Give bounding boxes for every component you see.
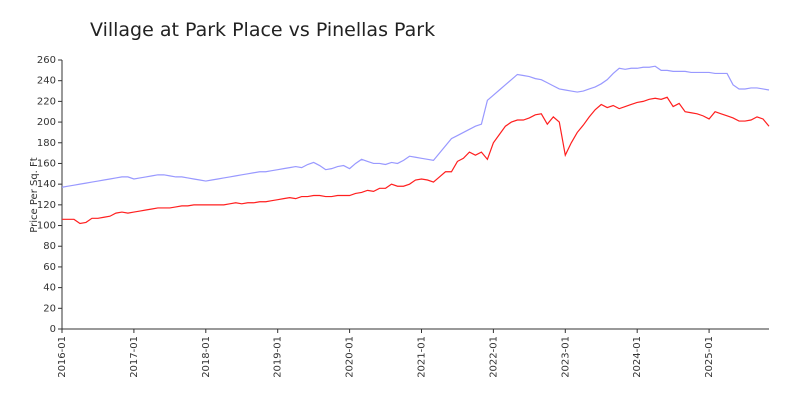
x-tick-label: 2025-01	[704, 336, 715, 378]
chart-title: Village at Park Place vs Pinellas Park	[90, 19, 435, 41]
y-axis-label: Price Per Sq. Ft	[29, 157, 40, 232]
series-line	[61, 65, 770, 188]
y-tick-label: 80	[43, 241, 56, 252]
x-tick-label: 2018-01	[201, 336, 212, 378]
x-tick-label: 2023-01	[560, 336, 571, 378]
x-tick-label: 2024-01	[632, 336, 643, 378]
y-tick-label: 200	[37, 117, 56, 128]
y-tick-label: 220	[37, 96, 56, 107]
y-tick-label: 120	[37, 200, 56, 211]
y-tick-label: 20	[43, 303, 56, 314]
x-tick-label: 2016-01	[57, 336, 68, 378]
y-tick-label: 60	[43, 262, 56, 273]
y-tick-label: 260	[37, 55, 56, 66]
series-line	[62, 96, 770, 225]
x-tick-label: 2021-01	[416, 336, 427, 378]
x-tick-label: 2017-01	[129, 336, 140, 378]
x-tick-label: 2020-01	[345, 336, 356, 378]
y-tick-label: 100	[37, 221, 56, 232]
y-tick-label: 160	[37, 158, 56, 169]
y-tick-label: 180	[37, 138, 56, 149]
x-tick-label: 2019-01	[273, 336, 284, 378]
y-tick-label: 0	[50, 324, 56, 335]
y-tick-label: 40	[43, 283, 56, 294]
y-tick-label: 240	[37, 76, 56, 87]
x-tick-label: 2022-01	[488, 336, 499, 378]
y-tick-label: 140	[37, 179, 56, 190]
